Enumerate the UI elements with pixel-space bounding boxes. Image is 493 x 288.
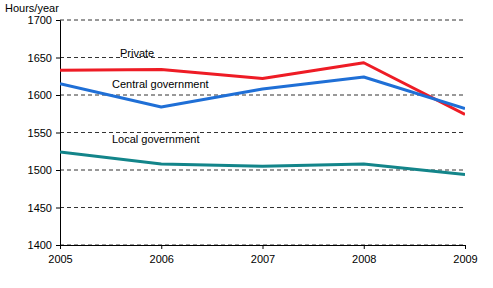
y-tick: 1450 <box>28 202 60 214</box>
grid-line <box>60 207 465 208</box>
y-tick-label: 1550 <box>28 127 52 139</box>
x-tick: 2005 <box>48 245 72 265</box>
x-tick-label: 2009 <box>453 253 477 265</box>
y-tick-mark <box>56 245 60 246</box>
series-line <box>60 63 465 115</box>
x-tick-label: 2006 <box>150 253 174 265</box>
y-tick-mark <box>56 20 60 21</box>
grid-line <box>60 95 465 96</box>
y-tick-mark <box>56 208 60 209</box>
lines <box>60 63 465 175</box>
y-tick-label: 1400 <box>28 239 52 251</box>
plot: 1400 1450 1500 1550 1600 1650 1700 2005 2006 2007… <box>28 14 478 265</box>
chart: 1400 1450 1500 1550 1600 1650 1700 2005 2006 2007… <box>0 0 493 288</box>
x-tick: 2006 <box>150 245 174 265</box>
y-tick-mark <box>56 95 60 96</box>
y-axis-title: Hours/year <box>5 2 59 14</box>
series-line <box>60 77 465 109</box>
y-tick-mark <box>56 58 60 59</box>
y-tick-label: 1600 <box>28 89 52 101</box>
y-tick: 1650 <box>28 52 60 64</box>
y-tick: 1600 <box>28 89 60 101</box>
y-tick-mark <box>56 170 60 171</box>
x-tick-label: 2005 <box>48 253 72 265</box>
y-tick-label: 1650 <box>28 52 52 64</box>
y-tick: 1500 <box>28 164 60 176</box>
series-label: Private <box>120 47 154 59</box>
y-axis-line <box>56 21 61 246</box>
grid-line <box>60 20 465 21</box>
x-tick: 2008 <box>352 245 376 265</box>
x-axis: 2005 2006 2007 2008 2009 <box>48 245 477 265</box>
y-tick: 1550 <box>28 127 60 139</box>
y-tick-label: 1500 <box>28 164 52 176</box>
grid <box>60 20 465 245</box>
series-line <box>60 152 465 175</box>
y-tick-mark <box>56 133 60 134</box>
x-tick-label: 2008 <box>352 253 376 265</box>
x-tick-label: 2007 <box>251 253 275 265</box>
x-tick: 2007 <box>251 245 275 265</box>
y-tick-label: 1450 <box>28 202 52 214</box>
y-tick-label: 1700 <box>28 14 52 26</box>
x-tick-mark <box>161 245 162 249</box>
x-tick: 2009 <box>453 245 477 265</box>
x-tick-mark <box>263 245 264 249</box>
y-tick: 1700 <box>28 14 60 26</box>
y-tick: 1400 <box>28 239 60 251</box>
x-tick-mark <box>60 245 61 249</box>
series-label: Local government <box>112 133 199 145</box>
x-tick-mark <box>364 245 365 249</box>
y-axis: 1400 1450 1500 1550 1600 1650 1700 <box>28 14 61 251</box>
x-axis-line <box>61 246 466 250</box>
x-tick-mark <box>465 245 466 249</box>
series-label: Central government <box>112 78 209 90</box>
